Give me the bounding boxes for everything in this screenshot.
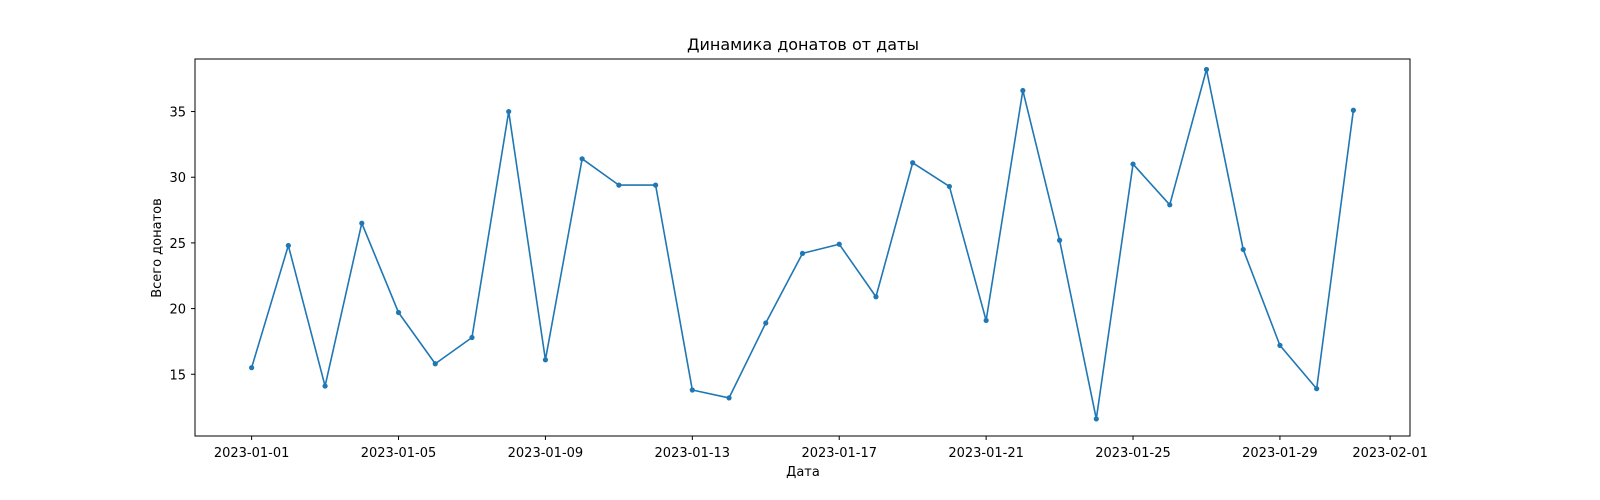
data-point bbox=[395, 309, 402, 316]
data-point bbox=[432, 361, 438, 367]
x-axis-label: Дата bbox=[786, 465, 820, 480]
data-point bbox=[1350, 107, 1356, 113]
data-point bbox=[359, 220, 365, 226]
plot-frame bbox=[194, 58, 1411, 437]
data-point bbox=[689, 387, 695, 393]
y-tick-label: 20 bbox=[169, 303, 186, 318]
data-point bbox=[1167, 202, 1173, 208]
data-point bbox=[652, 182, 659, 188]
data-point bbox=[285, 242, 291, 249]
data-point bbox=[579, 156, 585, 162]
data-point bbox=[983, 317, 989, 324]
data-point bbox=[1056, 237, 1063, 243]
data-point bbox=[726, 395, 732, 401]
y-axis: 15 20 25 30 35 bbox=[169, 106, 195, 383]
data-point bbox=[1277, 342, 1283, 348]
data-point bbox=[1203, 66, 1210, 73]
x-tick-label: 2023-01-25 bbox=[1095, 446, 1171, 461]
data-point bbox=[799, 250, 806, 257]
x-tick-label: 2023-01-13 bbox=[655, 446, 731, 461]
chart-title: Динамика донатов от даты bbox=[687, 35, 919, 54]
data-point bbox=[946, 183, 953, 190]
y-tick-label: 15 bbox=[169, 368, 186, 383]
data-point bbox=[249, 365, 255, 371]
data-point bbox=[763, 320, 769, 326]
data-point bbox=[873, 294, 879, 300]
x-tick-label: 2023-01-29 bbox=[1242, 446, 1318, 461]
data-point bbox=[506, 108, 512, 115]
series-layer bbox=[249, 66, 1356, 422]
data-point bbox=[1240, 246, 1246, 253]
x-tick-label: 2023-01-09 bbox=[508, 446, 584, 461]
data-point bbox=[542, 357, 549, 363]
data-point bbox=[1130, 161, 1136, 167]
y-tick-label: 35 bbox=[169, 106, 186, 121]
data-point bbox=[616, 182, 622, 188]
data-point bbox=[469, 334, 475, 341]
x-tick-label: 2023-01-01 bbox=[214, 446, 290, 461]
y-axis-label: Всего донатов bbox=[150, 198, 165, 298]
data-point bbox=[910, 160, 916, 166]
x-tick-label: 2023-01-21 bbox=[948, 446, 1024, 461]
x-tick-label: 2023-01-17 bbox=[801, 446, 877, 461]
y-tick-label: 25 bbox=[169, 237, 186, 252]
y-tick-label: 30 bbox=[169, 171, 186, 186]
x-tick-label: 2023-01-05 bbox=[361, 446, 437, 461]
x-axis: 2023-01-01 2023-01-05 2023-01-09 2023-01-13… bbox=[214, 436, 1428, 461]
data-point bbox=[1314, 386, 1320, 392]
data-point bbox=[1020, 87, 1026, 94]
data-point bbox=[322, 383, 328, 389]
x-tick-label: 2023-02-01 bbox=[1352, 446, 1428, 461]
data-point bbox=[1093, 416, 1099, 422]
data-point bbox=[836, 241, 842, 247]
